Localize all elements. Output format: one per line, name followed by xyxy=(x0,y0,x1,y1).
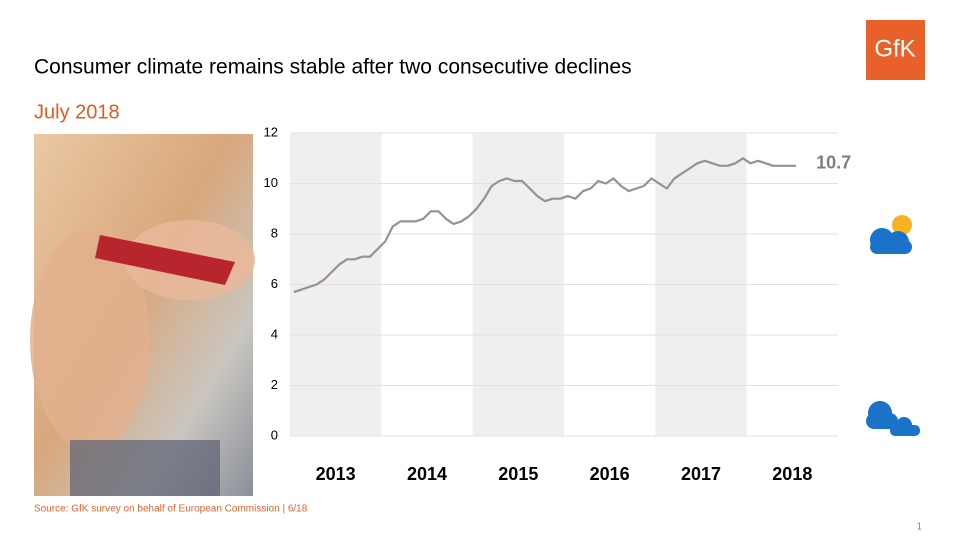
sun-cloud-icon xyxy=(870,215,912,254)
photo xyxy=(30,134,255,496)
sun xyxy=(892,215,912,235)
x-tick-label: 2015 xyxy=(498,464,538,484)
terminal xyxy=(70,440,220,496)
logo-text: GfK xyxy=(874,35,915,62)
x-tick-label: 2017 xyxy=(681,464,721,484)
y-tick-label: 2 xyxy=(271,377,278,392)
y-tick-label: 10 xyxy=(264,175,278,190)
hand xyxy=(30,230,150,450)
clouds-icon xyxy=(866,401,920,436)
page-number: 1 xyxy=(916,522,922,533)
card xyxy=(95,235,235,285)
y-tick-label: 6 xyxy=(271,276,278,291)
end-value-label: 10.7 xyxy=(816,153,851,173)
logo-box xyxy=(866,20,925,80)
title: Consumer climate remains stable after tw… xyxy=(34,56,632,79)
x-tick-label: 2016 xyxy=(590,464,630,484)
cloud xyxy=(866,413,898,429)
plot: 2013 2014 2015 2016 2017 2018 0 2 4 6 8 10 12 10.7 xyxy=(264,124,852,483)
x-tick-label: 2014 xyxy=(407,464,447,484)
cloud xyxy=(870,240,912,254)
series-line xyxy=(293,157,797,294)
y-tick-label: 4 xyxy=(271,326,278,341)
cloud xyxy=(890,425,920,436)
logo: GfK xyxy=(866,20,925,80)
source: Source: GfK survey on behalf of European… xyxy=(34,504,308,515)
subtitle: July 2018 xyxy=(34,101,120,123)
y-tick-label: 12 xyxy=(264,124,278,139)
x-tick-label: 2018 xyxy=(772,464,812,484)
y-tick-label: 8 xyxy=(271,225,278,240)
y-tick-label: 0 xyxy=(271,427,278,442)
x-tick-label: 2013 xyxy=(316,464,356,484)
